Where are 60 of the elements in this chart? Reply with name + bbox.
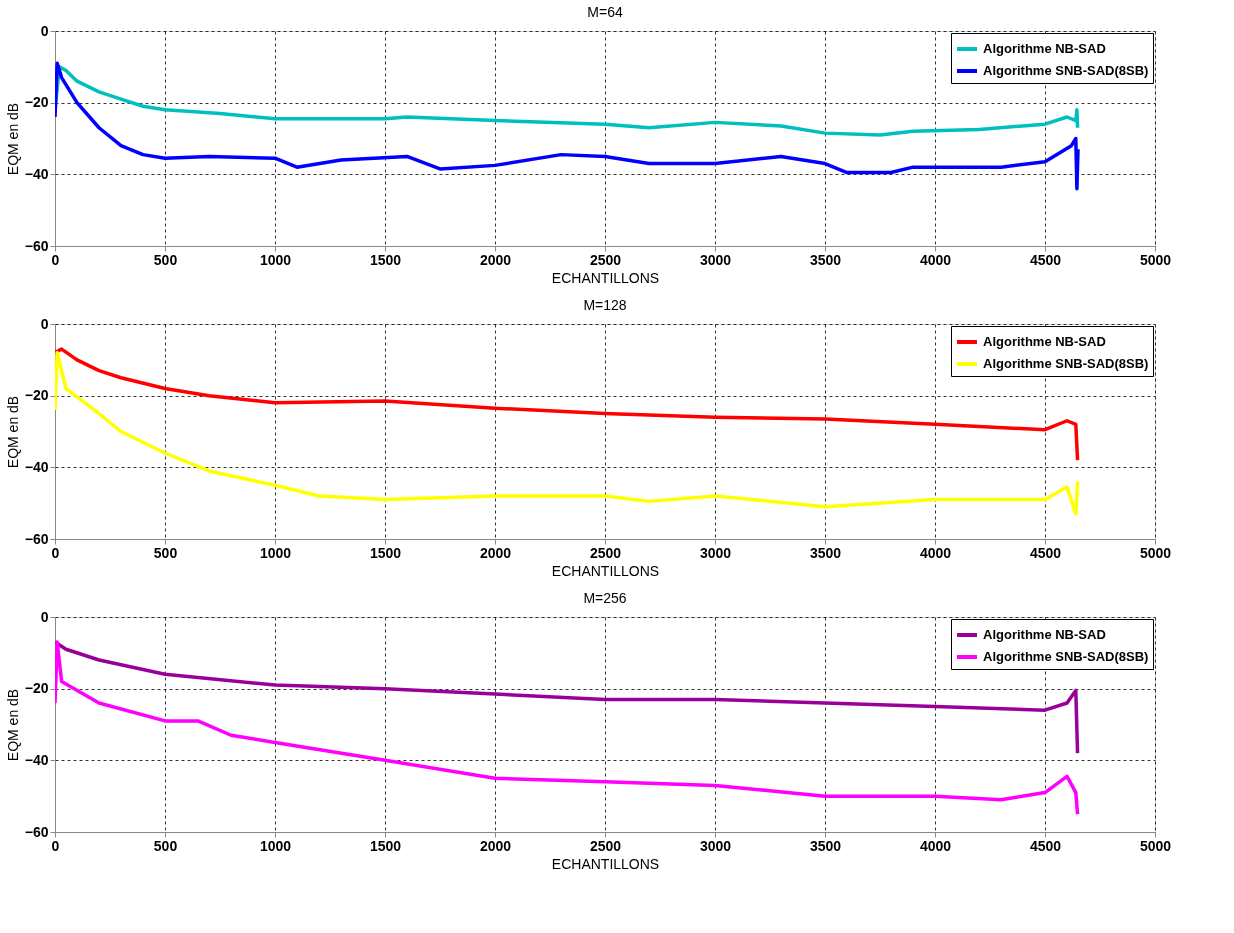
y-tick-label: −20	[24, 94, 49, 111]
legend-label: Algorithme SNB-SAD(8SB)	[983, 356, 1149, 371]
chart-title: M=64	[587, 4, 623, 20]
x-tick-label: 500	[153, 544, 178, 561]
x-tick-label: 4000	[919, 544, 952, 561]
x-tick-label: 4000	[919, 837, 952, 854]
y-tick-label: −40	[24, 165, 49, 182]
x-tick-label: 2000	[479, 837, 512, 854]
x-tick-label: 3500	[809, 544, 842, 561]
x-tick-label: 5000	[1139, 544, 1172, 561]
x-tick-label: 1000	[259, 544, 292, 561]
x-tick-label: 1500	[369, 544, 402, 561]
chart-title: M=256	[583, 590, 627, 606]
x-tick-label: 1500	[369, 251, 402, 268]
chart-title: M=128	[583, 297, 627, 313]
x-tick-label: 2000	[479, 544, 512, 561]
x-tick-label: 5000	[1139, 251, 1172, 268]
x-tick-label: 2500	[589, 837, 622, 854]
x-tick-label: 3500	[809, 251, 842, 268]
y-tick-label: −60	[24, 237, 49, 254]
y-tick-label: 0	[40, 22, 49, 39]
x-tick-label: 2500	[589, 544, 622, 561]
x-tick-label: 500	[153, 251, 178, 268]
x-tick-label: 4500	[1029, 544, 1062, 561]
x-tick-label: 0	[51, 544, 60, 561]
legend-label: Algorithme SNB-SAD(8SB)	[983, 63, 1149, 78]
x-tick-label: 5000	[1139, 837, 1172, 854]
legend-label: Algorithme SNB-SAD(8SB)	[983, 649, 1149, 664]
y-tick-label: −20	[24, 387, 49, 404]
y-axis-title: EQM en dB	[4, 688, 21, 762]
x-tick-label: 3000	[699, 251, 732, 268]
y-tick-label: −20	[24, 680, 49, 697]
x-tick-label: 4500	[1029, 837, 1062, 854]
y-tick-label: 0	[40, 608, 49, 625]
x-tick-label: 1500	[369, 837, 402, 854]
x-tick-label: 2000	[479, 251, 512, 268]
y-tick-label: −40	[24, 751, 49, 768]
x-axis-title: ECHANTILLONS	[551, 855, 660, 872]
y-tick-label: −60	[24, 530, 49, 547]
x-tick-label: 4500	[1029, 251, 1062, 268]
x-tick-label: 0	[51, 251, 60, 268]
x-tick-label: 3000	[699, 544, 732, 561]
y-axis-title: EQM en dB	[4, 102, 21, 176]
x-tick-label: 4000	[919, 251, 952, 268]
x-tick-label: 1000	[259, 837, 292, 854]
x-tick-label: 1000	[259, 251, 292, 268]
x-tick-label: 3000	[699, 837, 732, 854]
x-tick-label: 500	[153, 837, 178, 854]
legend-label: Algorithme NB-SAD	[983, 334, 1106, 349]
x-axis-title: ECHANTILLONS	[551, 269, 660, 286]
y-tick-label: −40	[24, 458, 49, 475]
y-tick-label: −60	[24, 823, 49, 840]
legend-label: Algorithme NB-SAD	[983, 41, 1106, 56]
x-tick-label: 0	[51, 837, 60, 854]
legend-label: Algorithme NB-SAD	[983, 627, 1106, 642]
x-tick-label: 3500	[809, 837, 842, 854]
y-axis-title: EQM en dB	[4, 395, 21, 469]
x-axis-title: ECHANTILLONS	[551, 562, 660, 579]
y-tick-label: 0	[40, 315, 49, 332]
x-tick-label: 2500	[589, 251, 622, 268]
